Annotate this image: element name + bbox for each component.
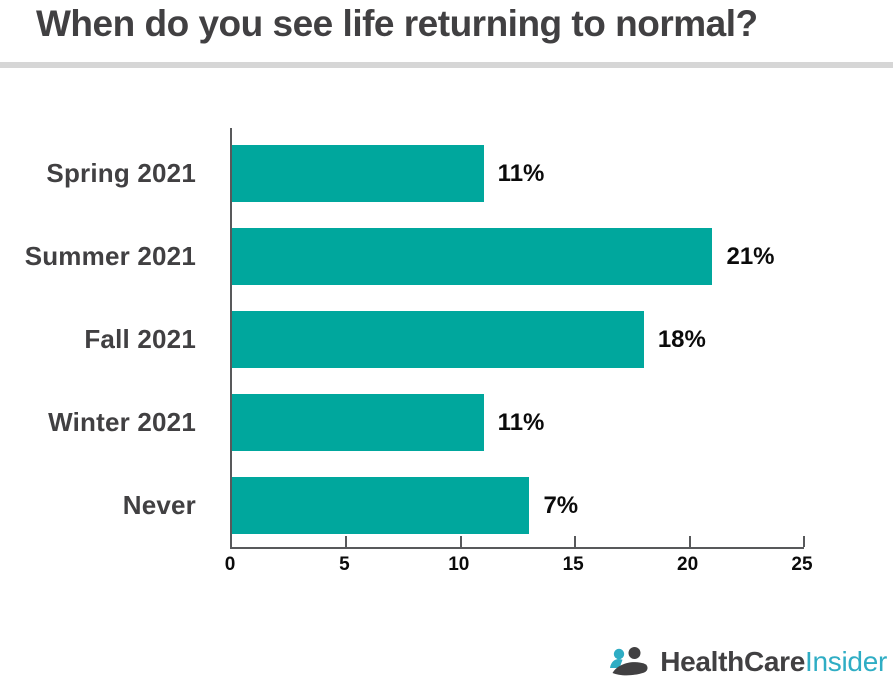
bar	[232, 145, 484, 202]
title-divider	[0, 62, 893, 68]
x-axis-tick-label: 0	[224, 554, 236, 575]
x-axis-tick	[803, 536, 805, 547]
x-axis-tick-label: 15	[562, 554, 584, 575]
bar-value-label: 11%	[497, 408, 545, 436]
x-axis-tick-label: 10	[448, 554, 470, 575]
category-label: Summer 2021	[24, 241, 196, 271]
category-labels: Spring 2021 Summer 2021 Fall 2021 Winter 20…	[0, 128, 230, 547]
brand-logo: HealthCareInsider	[609, 645, 887, 679]
x-axis-tick-label: 5	[339, 554, 350, 575]
bar	[232, 311, 644, 368]
x-axis-tick-label: 20	[677, 554, 699, 575]
bar-value-label: 21%	[726, 242, 775, 270]
x-axis-tick	[688, 536, 691, 547]
x-axis-tick-label: 25	[791, 554, 813, 575]
bar-value-label: 18%	[657, 325, 706, 353]
plot-area: 11% 21% 18% 11% 7%	[230, 128, 805, 549]
x-axis-tick	[574, 536, 577, 547]
bar-value-label: 7%	[543, 491, 579, 519]
category-label: Spring 2021	[46, 158, 196, 188]
category-label: Never	[122, 490, 196, 520]
x-axis-tick	[345, 536, 348, 547]
page-title: When do you see life returning to normal…	[36, 3, 758, 44]
brand-name-light: Insider	[805, 646, 887, 677]
bar	[232, 477, 530, 534]
x-axis-tick-labels: 0 5 10 15 20 25	[225, 554, 813, 580]
brand-name: HealthCareInsider	[660, 645, 887, 679]
brand-name-bold: HealthCare	[660, 646, 806, 677]
bar-value-label: 11%	[497, 159, 545, 187]
category-label: Fall 2021	[84, 324, 196, 354]
x-axis-tick	[459, 536, 462, 547]
two-people-icon	[610, 647, 648, 676]
bar	[232, 394, 484, 451]
bar	[232, 228, 713, 285]
category-label: Winter 2021	[48, 407, 196, 437]
